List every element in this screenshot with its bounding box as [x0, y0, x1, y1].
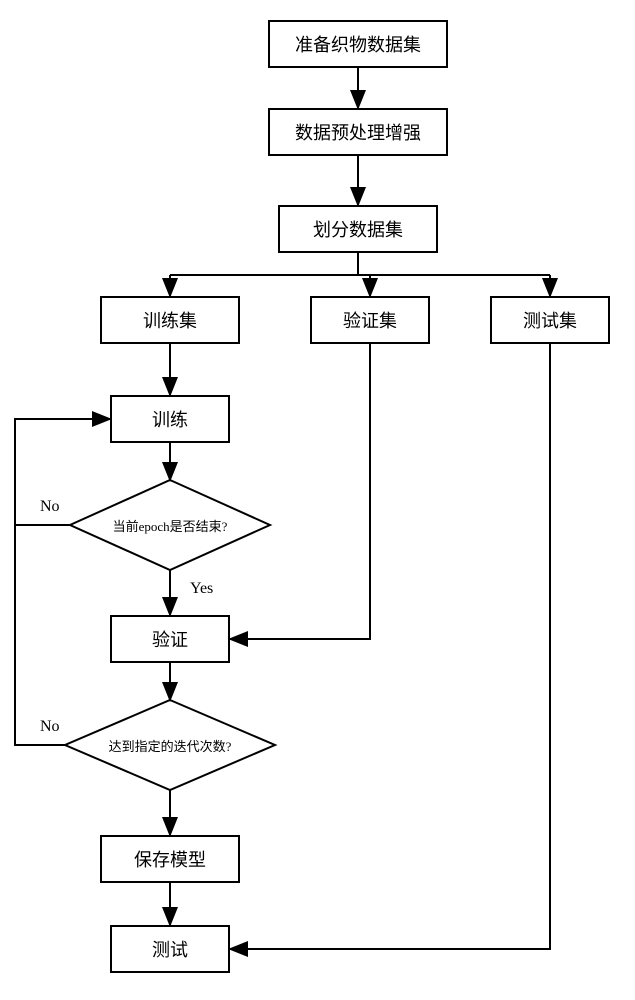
node-n7: 训练	[110, 395, 230, 443]
edge-13	[15, 419, 65, 745]
node-n1: 准备织物数据集	[268, 20, 448, 68]
node-label: 验证集	[343, 307, 397, 333]
node-label: 准备织物数据集	[295, 31, 421, 57]
node-label: 测试	[152, 936, 188, 962]
node-d1-label-wrap: 当前epoch是否结束?	[70, 480, 270, 570]
node-label: 训练	[152, 406, 188, 432]
node-label: 训练集	[143, 307, 197, 333]
node-n5: 验证集	[310, 296, 430, 344]
node-label: 保存模型	[134, 846, 206, 872]
node-label: 当前epoch是否结束?	[113, 516, 228, 535]
node-n8: 验证	[110, 615, 230, 663]
node-label: 划分数据集	[313, 216, 403, 242]
flowchart-container: { "type": "flowchart", "canvas": { "widt…	[0, 0, 635, 1000]
node-n4: 训练集	[100, 296, 240, 344]
node-n10: 测试	[110, 925, 230, 973]
node-n2: 数据预处理增强	[268, 108, 448, 156]
edge-label-9: Yes	[190, 580, 213, 598]
node-n3: 划分数据集	[278, 205, 438, 253]
node-n6: 测试集	[490, 296, 610, 344]
node-label: 验证	[152, 626, 188, 652]
edge-label-10: No	[40, 498, 60, 516]
node-label: 数据预处理增强	[295, 119, 421, 145]
node-label: 达到指定的迭代次数?	[109, 736, 232, 755]
node-n9: 保存模型	[100, 835, 240, 883]
edge-16	[230, 344, 550, 949]
edge-label-13: No	[40, 718, 60, 736]
node-label: 测试集	[523, 307, 577, 333]
node-d2-label-wrap: 达到指定的迭代次数?	[65, 700, 275, 790]
